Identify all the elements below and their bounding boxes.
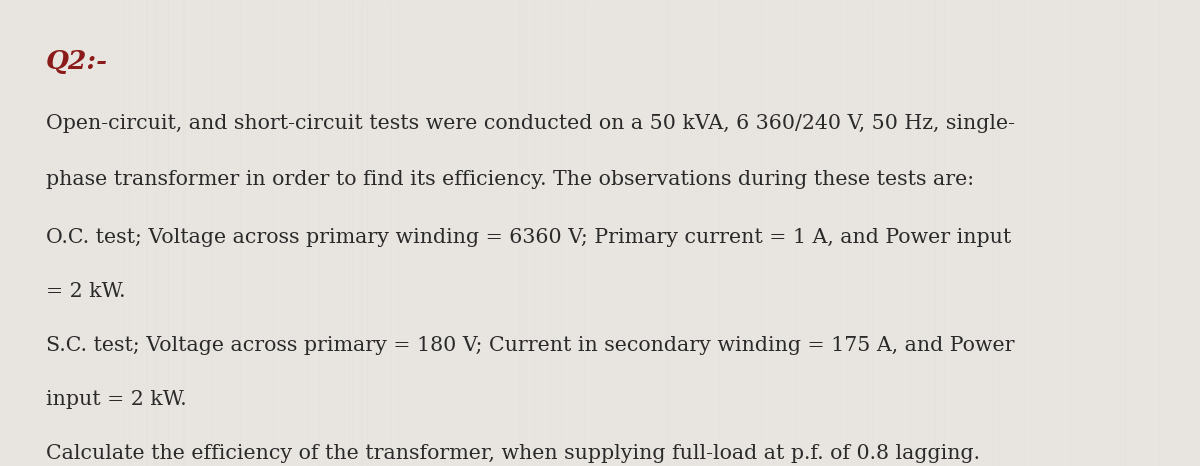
Text: Open-circuit, and short-circuit tests were conducted on a 50 kVA, 6 360/240 V, 5: Open-circuit, and short-circuit tests we…	[46, 114, 1015, 133]
Text: Calculate the efficiency of the transformer, when supplying full-load at p.f. of: Calculate the efficiency of the transfor…	[46, 444, 979, 463]
Text: O.C. test; Voltage across primary winding = 6360 V; Primary current = 1 A, and P: O.C. test; Voltage across primary windin…	[46, 228, 1010, 247]
Text: input = 2 kW.: input = 2 kW.	[46, 390, 186, 409]
Text: = 2 kW.: = 2 kW.	[46, 282, 125, 301]
Text: S.C. test; Voltage across primary = 180 V; Current in secondary winding = 175 A,: S.C. test; Voltage across primary = 180 …	[46, 336, 1014, 355]
Text: Q2:-: Q2:-	[46, 49, 108, 74]
Text: phase transformer in order to find its efficiency. The observations during these: phase transformer in order to find its e…	[46, 170, 973, 189]
